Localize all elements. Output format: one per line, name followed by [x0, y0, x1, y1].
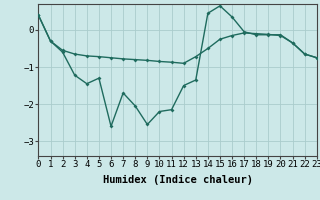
X-axis label: Humidex (Indice chaleur): Humidex (Indice chaleur) — [103, 175, 252, 185]
